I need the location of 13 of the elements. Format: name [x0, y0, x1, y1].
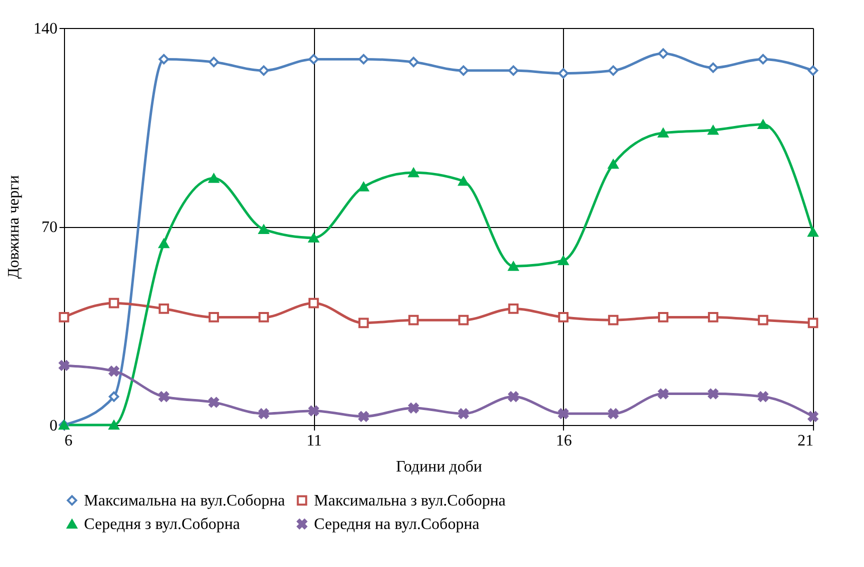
- x-tick-label: 6: [64, 432, 72, 450]
- legend-label: Середня на вул.Соборна: [314, 516, 480, 533]
- x-tick-label: 16: [556, 432, 572, 450]
- y-axis-title: Довжина черги: [6, 174, 22, 279]
- x-tick-label: 21: [798, 432, 814, 450]
- y-tick-label: 70: [42, 219, 58, 236]
- x-axis-title: Години доби: [396, 458, 482, 476]
- x-tick-label: 11: [306, 432, 322, 450]
- legend-label: Максимальна з вул.Соборна: [314, 492, 506, 510]
- legend-label: Максимальна на вул.Соборна: [84, 492, 285, 510]
- y-tick-label: 140: [34, 20, 58, 38]
- y-tick-label: 0: [50, 418, 58, 434]
- legend-label: Середня з вул.Соборна: [84, 516, 240, 533]
